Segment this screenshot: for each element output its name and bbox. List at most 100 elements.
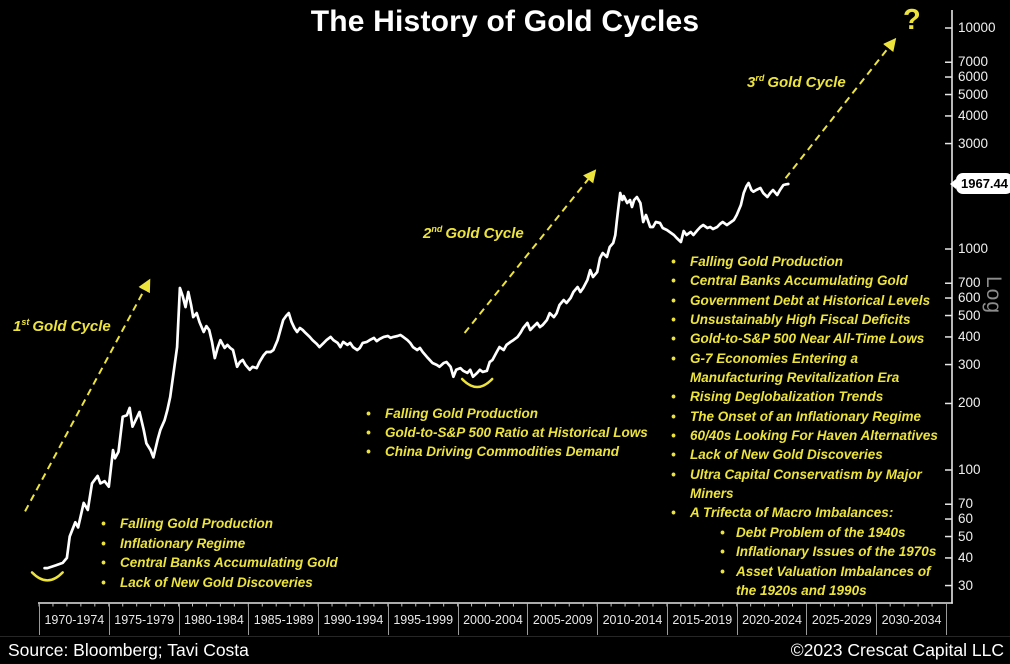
bullet-item: • Lack of New Gold Discoveries — [101, 573, 401, 593]
y-tick-label: 70 — [958, 496, 974, 512]
bullet-text: Central Banks Accumulating Gold — [690, 273, 908, 289]
bullet-text: Inflationary Issues of the 1970s — [736, 544, 937, 560]
trough-arc — [30, 571, 64, 582]
bullet-text: A Trifecta of Macro Imbalances: — [690, 505, 894, 521]
bullet-text: Gold-to-S&P 500 Ratio at Historical Lows — [385, 425, 648, 441]
sub-bullet-item: • Asset Valuation Imbalances of the 1920s… — [720, 562, 945, 601]
x-axis-label: 1985-1989 — [249, 604, 320, 635]
y-tick-label: 3000 — [958, 135, 989, 151]
cycle-2-number: 2 — [423, 225, 432, 242]
y-tick-label: 700 — [958, 275, 981, 291]
bullet-item: • Ultra Capital Conservatism by Major Min… — [671, 465, 945, 504]
bullet-icon: • — [671, 428, 676, 444]
y-axis-scale-label: Log — [982, 276, 1005, 315]
cycle-1-text: Gold Cycle — [32, 318, 111, 335]
bullet-text: Central Banks Accumulating Gold — [120, 555, 338, 571]
cycle-3-bullet-list: • Falling Gold Production • Central Banks A… — [671, 252, 945, 600]
bullet-text: The Onset of an Inflationary Regime — [690, 408, 922, 424]
y-tick-label: 40 — [958, 549, 974, 565]
bullet-icon: • — [101, 574, 106, 590]
y-tick-label: 5000 — [958, 86, 989, 102]
y-tick-label: 10000 — [958, 20, 996, 35]
bullet-icon: • — [671, 312, 676, 328]
page-title: The History of Gold Cycles — [310, 5, 700, 38]
y-tick-label: 400 — [958, 328, 981, 344]
bullet-icon: • — [671, 254, 676, 269]
bullet-item: • A Trifecta of Macro Imbalances: — [671, 503, 945, 522]
bullet-text: China Driving Commodities Demand — [385, 444, 620, 460]
bullet-item: • The Onset of an Inflationary Regime — [671, 407, 945, 426]
bullet-text: Unsustainably High Fiscal Deficits — [690, 312, 911, 328]
bullet-item: • China Driving Commodities Demand — [366, 442, 676, 461]
bullet-item: • Gold-to-S&P 500 Near All-Time Lows — [671, 329, 945, 348]
bullet-item: • Government Debt at Historical Levels — [671, 291, 945, 310]
bullet-item: • G-7 Economies Entering a Manufacturing … — [671, 349, 945, 388]
y-tick-label: 600 — [958, 290, 981, 306]
x-axis-label: 1970-1974 — [39, 604, 110, 635]
x-axis-label: 2015-2019 — [668, 604, 738, 635]
question-mark-annotation: ? — [903, 4, 921, 36]
bullet-text: Rising Deglobalization Trends — [690, 389, 884, 405]
bullet-icon: • — [671, 350, 676, 366]
bullet-item: • Falling Gold Production — [366, 404, 676, 423]
bullet-icon: • — [671, 447, 676, 463]
y-axis-labels: 10000 7000 6000 5000 4000 3000 1000 700 600 500 40… — [958, 0, 1010, 664]
copyright-notice: ©2023 Crescat Capital LLC — [790, 640, 1004, 660]
bullet-icon: • — [720, 524, 725, 540]
cycle-1-ordinal: st — [21, 317, 30, 327]
y-tick-label: 4000 — [958, 107, 989, 123]
bullet-icon: • — [671, 389, 676, 405]
cycle-2-ordinal: nd — [431, 224, 443, 234]
cycle-arrow-2 — [463, 169, 597, 334]
trough-arc — [460, 377, 494, 389]
cycle-3-label: 3rd Gold Cycle — [747, 73, 846, 91]
bullet-item: • Falling Gold Production — [671, 252, 945, 271]
bullet-text: Falling Gold Production — [690, 254, 843, 269]
x-axis-label: 2000-2004 — [459, 604, 529, 635]
bullet-text: Falling Gold Production — [385, 406, 538, 421]
cycle-2-bullet-list: • Falling Gold Production • Gold-to-S&P 500… — [366, 404, 676, 462]
bullet-icon: • — [366, 406, 371, 421]
bullet-item: • Gold-to-S&P 500 Ratio at Historical Low… — [366, 423, 676, 442]
x-axis-label: 2020-2024 — [738, 604, 808, 635]
cycle-2-label: 2nd Gold Cycle — [423, 224, 524, 242]
bullet-item: • Falling Gold Production — [101, 514, 401, 534]
bullet-text: Falling Gold Production — [120, 516, 273, 531]
cycle-1-number: 1 — [13, 318, 22, 335]
bullet-text: G-7 Economies Entering a Manufacturing R… — [690, 350, 900, 386]
y-tick-label: 30 — [958, 577, 974, 593]
bullet-item: • Unsustainably High Fiscal Deficits — [671, 310, 945, 329]
cycle-3-text: Gold Cycle — [767, 74, 846, 91]
x-axis-label: 2005-2009 — [528, 604, 599, 635]
y-tick-label: 100 — [958, 462, 981, 477]
bullet-icon: • — [101, 516, 106, 531]
cycle-1-label: 1st Gold Cycle — [13, 317, 111, 335]
current-price-badge: 1967.44 — [956, 173, 1010, 194]
bullet-item: • Lack of New Gold Discoveries — [671, 445, 945, 464]
x-axis-label: 2025-2029 — [807, 604, 878, 635]
bullet-item: • Rising Deglobalization Trends — [671, 387, 945, 406]
bullet-item: • Central Banks Accumulating Gold — [101, 553, 401, 573]
bullet-icon: • — [671, 466, 676, 482]
bullet-text: Gold-to-S&P 500 Near All-Time Lows — [690, 331, 925, 347]
cycle-1-bullet-list: • Falling Gold Production • Inflationary Re… — [101, 514, 401, 592]
bullet-text: Government Debt at Historical Levels — [690, 292, 931, 308]
x-axis-label: 1990-1994 — [319, 604, 389, 635]
y-tick-label: 200 — [958, 395, 981, 411]
bullet-text: Lack of New Gold Discoveries — [690, 447, 883, 463]
footer-bar: Source: Bloomberg; Tavi Costa ©2023 Cres… — [0, 636, 1010, 664]
cycle-arrow-3 — [784, 37, 897, 179]
x-axis-label: 1995-1999 — [389, 604, 459, 635]
bullet-item: • Central Banks Accumulating Gold — [671, 271, 945, 290]
bullet-icon: • — [366, 425, 371, 441]
y-tick-label: 500 — [958, 307, 981, 323]
bullet-icon: • — [720, 544, 725, 560]
bullet-icon: • — [101, 535, 106, 551]
bullet-icon: • — [671, 331, 676, 347]
bullet-text: Ultra Capital Conservatism by Major Mine… — [690, 466, 922, 502]
cycle-3-ordinal: rd — [755, 73, 765, 83]
cycle-2-text: Gold Cycle — [445, 225, 524, 242]
bullet-text: Lack of New Gold Discoveries — [120, 574, 313, 590]
